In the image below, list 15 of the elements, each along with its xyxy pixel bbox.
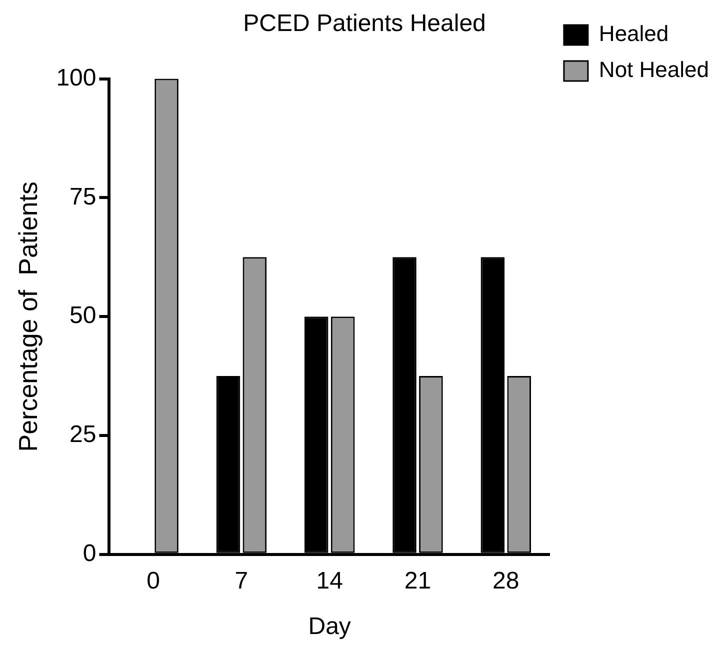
x-tick-label: 0 [146,567,160,594]
x-tick-label: 21 [404,567,432,594]
y-tick-label: 50 [70,302,96,330]
legend-label: Not Healed [598,57,710,82]
y-tick-label: 0 [82,540,96,568]
x-tick-label: 28 [492,567,520,594]
legend-label: Healed [598,21,669,46]
chart-title: PCED Patients Healed [243,10,486,38]
x-tick-label: 14 [316,567,343,594]
y-tick-label: 75 [70,183,96,210]
y-axis-title: Percentage of Patients [12,181,43,452]
y-tick-label: 25 [70,421,96,448]
x-axis-title: Day [308,613,351,640]
x-tick-label: 7 [234,567,248,594]
y-tick-label: 100 [56,64,96,92]
